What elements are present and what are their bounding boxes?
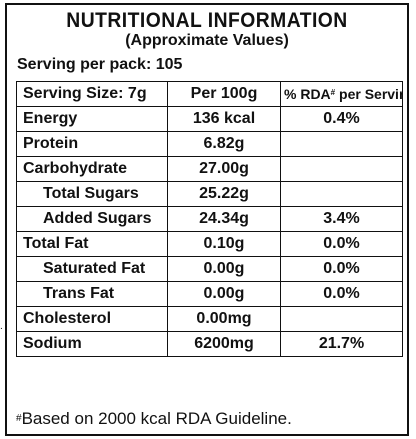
nutrient-rda: 0.0% <box>280 231 403 257</box>
nutrient-name: Total Fat <box>16 231 168 257</box>
nutrient-name: Sodium <box>16 331 168 357</box>
nutrient-per-100g: 6200mg <box>167 331 281 357</box>
nutrient-rda: 3.4% <box>280 206 403 232</box>
nutrient-rda: 21.7% <box>280 331 403 357</box>
header-rda: % RDA# per Serving <box>280 81 403 107</box>
nutrient-rda <box>280 181 403 207</box>
nutrient-per-100g: 24.34g <box>167 206 281 232</box>
nutrient-rda: 0.0% <box>280 256 403 282</box>
header-per-100g: Per 100g <box>167 81 281 107</box>
table-row: Carbohydrate 27.00g <box>16 156 403 182</box>
table-row: Protein 6.82g <box>16 131 403 157</box>
nutrient-rda: 0.0% <box>280 281 403 307</box>
nutrient-per-100g: 136 kcal <box>167 106 281 132</box>
nutrition-table: Serving Size: 7g Per 100g % RDA# per Ser… <box>16 81 403 357</box>
table-row: Cholesterol 0.00mg <box>16 306 403 332</box>
nutrient-per-100g: 25.22g <box>167 181 281 207</box>
nutrient-rda <box>280 156 403 182</box>
nutrient-name: Protein <box>16 131 168 157</box>
nutrient-per-100g: 0.00g <box>167 256 281 282</box>
label-title: NUTRITIONAL INFORMATION <box>66 9 348 32</box>
label-subtitle: (Approximate Values) <box>125 32 289 49</box>
nutrient-name: Cholesterol <box>16 306 168 332</box>
nutrient-per-100g: 6.82g <box>167 131 281 157</box>
table-header-row: Serving Size: 7g Per 100g % RDA# per Ser… <box>16 81 403 107</box>
nutrient-rda: 0.4% <box>280 106 403 132</box>
rda-footnote: #Based on 2000 kcal RDA Guideline. <box>16 409 292 429</box>
header-rda-mark: # <box>330 88 336 97</box>
table-row: Energy 136 kcal 0.4% <box>16 106 403 132</box>
header-rda-prefix: % RDA <box>284 86 331 102</box>
nutrition-label: NUTRITIONAL INFORMATION (Approximate Val… <box>5 3 409 436</box>
nutrient-name: Trans Fat <box>16 281 168 307</box>
serving-per-pack: Serving per pack: 105 <box>17 56 183 73</box>
nutrient-name: Added Sugars <box>16 206 168 232</box>
footnote-mark: # <box>16 413 22 424</box>
nutrient-name: Total Sugars <box>16 181 168 207</box>
stray-dot: . <box>0 321 3 332</box>
nutrient-per-100g: 0.10g <box>167 231 281 257</box>
table-row: Total Sugars 25.22g <box>16 181 403 207</box>
table-row: Total Fat 0.10g 0.0% <box>16 231 403 257</box>
header-serving-size: Serving Size: 7g <box>16 81 168 107</box>
table-row: Sodium 6200mg 21.7% <box>16 331 403 357</box>
nutrient-rda <box>280 306 403 332</box>
nutrient-name: Energy <box>16 106 168 132</box>
nutrient-rda <box>280 131 403 157</box>
table-row: Added Sugars 24.34g 3.4% <box>16 206 403 232</box>
table-row: Saturated Fat 0.00g 0.0% <box>16 256 403 282</box>
table-row: Trans Fat 0.00g 0.0% <box>16 281 403 307</box>
header-rda-suffix: per Serving <box>339 86 402 102</box>
nutrient-name: Carbohydrate <box>16 156 168 182</box>
nutrient-name: Saturated Fat <box>16 256 168 282</box>
nutrient-per-100g: 0.00mg <box>167 306 281 332</box>
nutrient-per-100g: 0.00g <box>167 281 281 307</box>
footnote-text: Based on 2000 kcal RDA Guideline. <box>21 409 292 428</box>
nutrient-per-100g: 27.00g <box>167 156 281 182</box>
